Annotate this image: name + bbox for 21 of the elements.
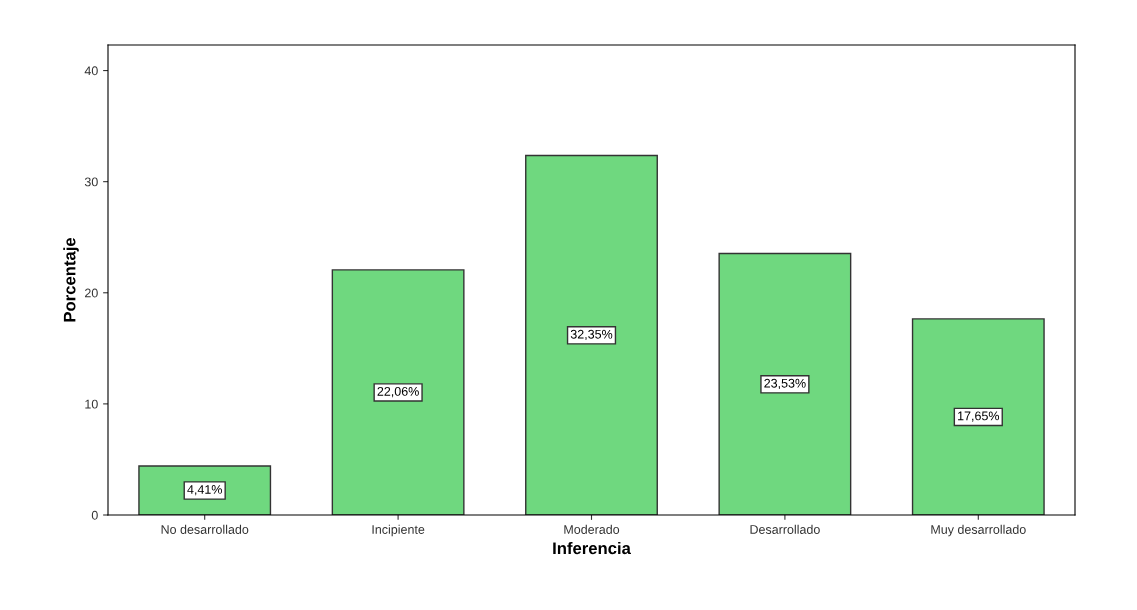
x-tick-label: No desarrollado bbox=[161, 524, 249, 534]
bar bbox=[331, 269, 465, 515]
x-axis-title: Inferencia bbox=[553, 541, 631, 555]
y-tick-label: 20 bbox=[85, 288, 98, 298]
x-tick-label: Desarrollado bbox=[750, 524, 820, 534]
bar bbox=[911, 318, 1045, 515]
x-tick-label: Incipiente bbox=[372, 524, 425, 537]
data-label: 23,53% bbox=[764, 378, 806, 390]
data-label: 17,65% bbox=[958, 411, 1000, 422]
x-tick-label: Moderado bbox=[564, 524, 620, 534]
data-label: 4,41% bbox=[187, 485, 222, 496]
bar bbox=[718, 252, 852, 515]
y-tick-label: 40 bbox=[84, 66, 98, 76]
bar bbox=[525, 154, 658, 515]
data-label: 22,06% bbox=[377, 386, 419, 398]
data-label: 32,35% bbox=[570, 329, 613, 341]
x-tick-label: Muy desarrollado bbox=[931, 524, 1026, 537]
y-tick-label: 30 bbox=[84, 177, 98, 187]
y-tick-label: 0 bbox=[91, 510, 98, 520]
y-axis-title: Porcentaje bbox=[63, 237, 79, 322]
y-tick-label: 10 bbox=[85, 399, 98, 409]
